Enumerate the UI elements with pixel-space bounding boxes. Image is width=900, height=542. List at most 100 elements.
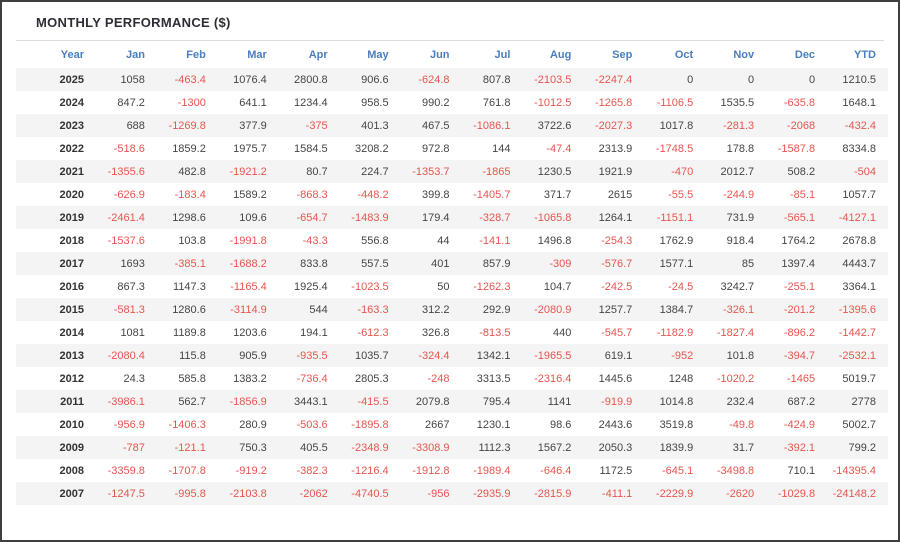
value-cell: -4127.1 bbox=[827, 206, 888, 229]
value-cell: -2935.9 bbox=[462, 482, 523, 505]
year-cell: 2015 bbox=[16, 298, 96, 321]
column-header-year: Year bbox=[16, 41, 96, 68]
value-cell: -504 bbox=[827, 160, 888, 183]
value-cell: 1839.9 bbox=[644, 436, 705, 459]
column-header-feb: Feb bbox=[157, 41, 218, 68]
value-cell: 1567.2 bbox=[522, 436, 583, 459]
value-cell: -2080.4 bbox=[96, 344, 157, 367]
year-cell: 2013 bbox=[16, 344, 96, 367]
value-cell: -1465 bbox=[766, 367, 827, 390]
value-cell: -952 bbox=[644, 344, 705, 367]
value-cell: -121.1 bbox=[157, 436, 218, 459]
value-cell: 710.1 bbox=[766, 459, 827, 482]
value-cell: 1210.5 bbox=[827, 68, 888, 91]
value-cell: 833.8 bbox=[279, 252, 340, 275]
value-cell: 1975.7 bbox=[218, 137, 279, 160]
value-cell: -2461.4 bbox=[96, 206, 157, 229]
table-row: 2023688-1269.8377.9-375401.3467.5-1086.1… bbox=[16, 114, 888, 137]
value-cell: 799.2 bbox=[827, 436, 888, 459]
value-cell: -2027.3 bbox=[583, 114, 644, 137]
value-cell: 1921.9 bbox=[583, 160, 644, 183]
column-header-apr: Apr bbox=[279, 41, 340, 68]
value-cell: -646.4 bbox=[522, 459, 583, 482]
table-header-row: YearJanFebMarAprMayJunJulAugSepOctNovDec… bbox=[16, 41, 888, 68]
value-cell: 326.8 bbox=[401, 321, 462, 344]
value-cell: -242.5 bbox=[583, 275, 644, 298]
value-cell: -382.3 bbox=[279, 459, 340, 482]
value-cell: -654.7 bbox=[279, 206, 340, 229]
value-cell: -1216.4 bbox=[340, 459, 401, 482]
value-cell: -576.7 bbox=[583, 252, 644, 275]
value-cell: -1353.7 bbox=[401, 160, 462, 183]
value-cell: 0 bbox=[644, 68, 705, 91]
value-cell: 958.5 bbox=[340, 91, 401, 114]
value-cell: -2316.4 bbox=[522, 367, 583, 390]
value-cell: 1762.9 bbox=[644, 229, 705, 252]
value-cell: 1342.1 bbox=[462, 344, 523, 367]
column-header-sep: Sep bbox=[583, 41, 644, 68]
value-cell: -1895.8 bbox=[340, 413, 401, 436]
value-cell: -813.5 bbox=[462, 321, 523, 344]
value-cell: 1764.2 bbox=[766, 229, 827, 252]
value-cell: -309 bbox=[522, 252, 583, 275]
value-cell: -49.8 bbox=[705, 413, 766, 436]
value-cell: -1405.7 bbox=[462, 183, 523, 206]
value-cell: -2080.9 bbox=[522, 298, 583, 321]
value-cell: 85 bbox=[705, 252, 766, 275]
value-cell: 1859.2 bbox=[157, 137, 218, 160]
value-cell: 807.8 bbox=[462, 68, 523, 91]
value-cell: 179.4 bbox=[401, 206, 462, 229]
value-cell: 544 bbox=[279, 298, 340, 321]
value-cell: -328.7 bbox=[462, 206, 523, 229]
value-cell: 399.8 bbox=[401, 183, 462, 206]
value-cell: 1384.7 bbox=[644, 298, 705, 321]
value-cell: -2247.4 bbox=[583, 68, 644, 91]
value-cell: 371.7 bbox=[522, 183, 583, 206]
value-cell: 1577.1 bbox=[644, 252, 705, 275]
year-cell: 2018 bbox=[16, 229, 96, 252]
value-cell: -201.2 bbox=[766, 298, 827, 321]
value-cell: -14395.4 bbox=[827, 459, 888, 482]
value-cell: -324.4 bbox=[401, 344, 462, 367]
value-cell: -995.8 bbox=[157, 482, 218, 505]
column-header-nov: Nov bbox=[705, 41, 766, 68]
value-cell: 178.8 bbox=[705, 137, 766, 160]
value-cell: 194.1 bbox=[279, 321, 340, 344]
value-cell: -1483.9 bbox=[340, 206, 401, 229]
value-cell: 80.7 bbox=[279, 160, 340, 183]
table-row: 2013-2080.4115.8905.9-935.51035.7-324.41… bbox=[16, 344, 888, 367]
value-cell: 292.9 bbox=[462, 298, 523, 321]
value-cell: -4740.5 bbox=[340, 482, 401, 505]
value-cell: 1584.5 bbox=[279, 137, 340, 160]
value-cell: -43.3 bbox=[279, 229, 340, 252]
value-cell: 687.2 bbox=[766, 390, 827, 413]
table-row: 2007-1247.5-995.8-2103.8-2062-4740.5-956… bbox=[16, 482, 888, 505]
value-cell: 1925.4 bbox=[279, 275, 340, 298]
value-cell: 585.8 bbox=[157, 367, 218, 390]
value-cell: -919.2 bbox=[218, 459, 279, 482]
value-cell: 556.8 bbox=[340, 229, 401, 252]
value-cell: -1086.1 bbox=[462, 114, 523, 137]
year-cell: 2017 bbox=[16, 252, 96, 275]
value-cell: -1989.4 bbox=[462, 459, 523, 482]
value-cell: 3443.1 bbox=[279, 390, 340, 413]
value-cell: -1991.8 bbox=[218, 229, 279, 252]
value-cell: -1151.1 bbox=[644, 206, 705, 229]
value-cell: 1141 bbox=[522, 390, 583, 413]
table-row: 2015-581.31280.6-3114.9544-163.3312.2292… bbox=[16, 298, 888, 321]
value-cell: 0 bbox=[766, 68, 827, 91]
value-cell: -1587.8 bbox=[766, 137, 827, 160]
value-cell: -1106.5 bbox=[644, 91, 705, 114]
value-cell: -1269.8 bbox=[157, 114, 218, 137]
value-cell: -2348.9 bbox=[340, 436, 401, 459]
year-cell: 2025 bbox=[16, 68, 96, 91]
value-cell: -2620 bbox=[705, 482, 766, 505]
value-cell: 467.5 bbox=[401, 114, 462, 137]
value-cell: 2050.3 bbox=[583, 436, 644, 459]
value-cell: 1230.1 bbox=[462, 413, 523, 436]
value-cell: -545.7 bbox=[583, 321, 644, 344]
value-cell: -1965.5 bbox=[522, 344, 583, 367]
value-cell: -3308.9 bbox=[401, 436, 462, 459]
value-cell: 103.8 bbox=[157, 229, 218, 252]
value-cell: -254.3 bbox=[583, 229, 644, 252]
